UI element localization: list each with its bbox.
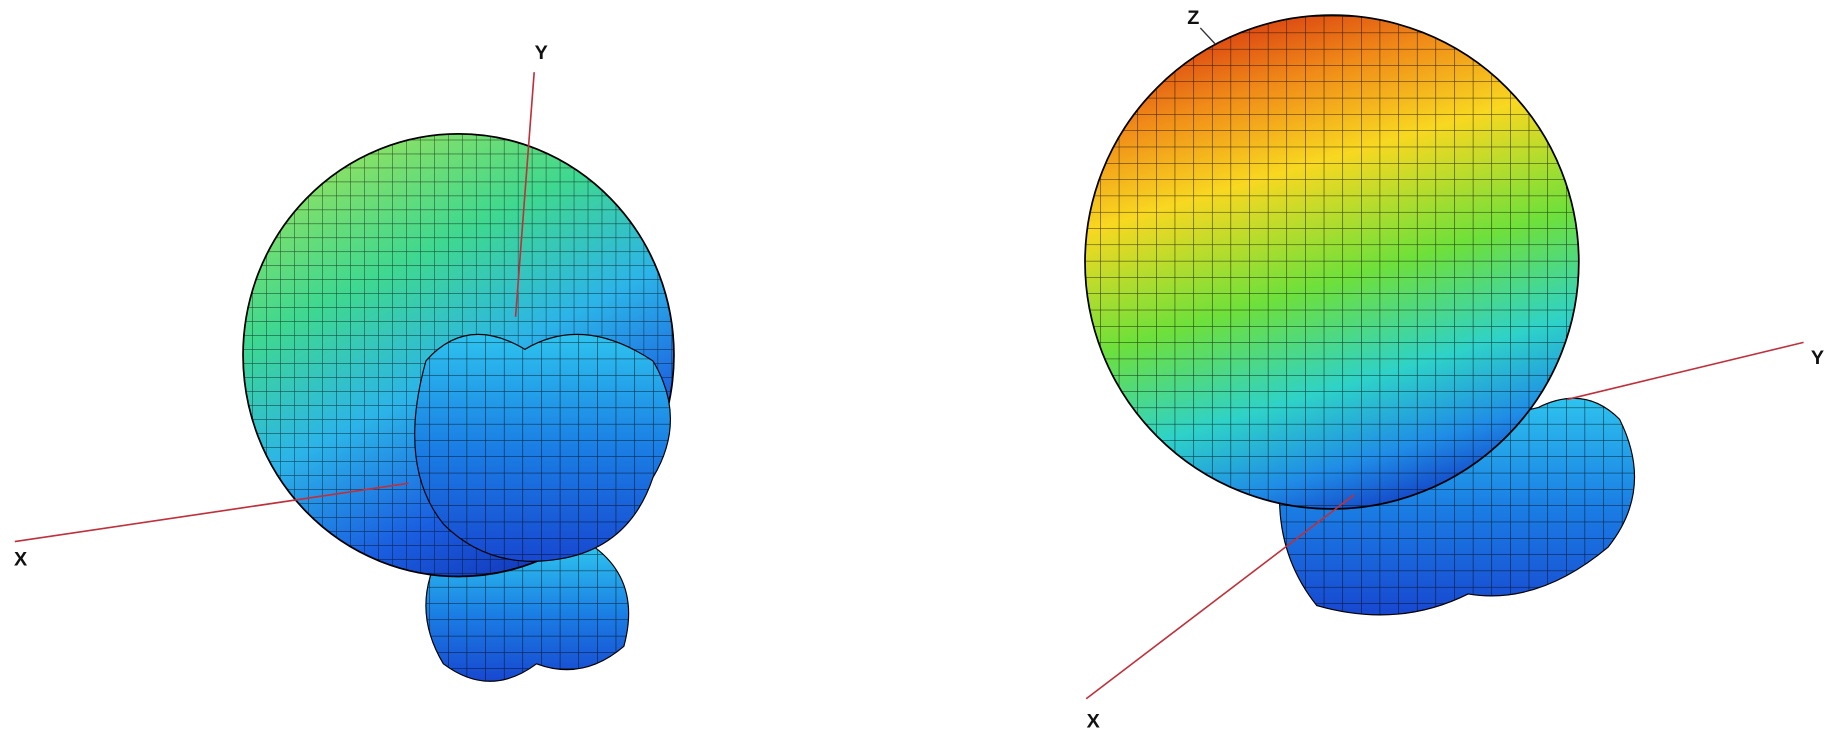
axis-label: X — [1087, 710, 1101, 732]
axis-label: Z — [1187, 7, 1199, 29]
axis-label: Y — [535, 42, 548, 64]
axis-label: X — [14, 548, 28, 570]
axis-label: Y — [1811, 347, 1824, 369]
y-axis — [1566, 341, 1804, 401]
z-axis — [1199, 27, 1216, 45]
x-axis — [14, 482, 409, 543]
right-pattern: Z Y X — [1084, 7, 1824, 732]
left-pattern: Y X — [14, 42, 675, 682]
x-axis — [1085, 494, 1355, 700]
y-axis — [514, 72, 536, 317]
